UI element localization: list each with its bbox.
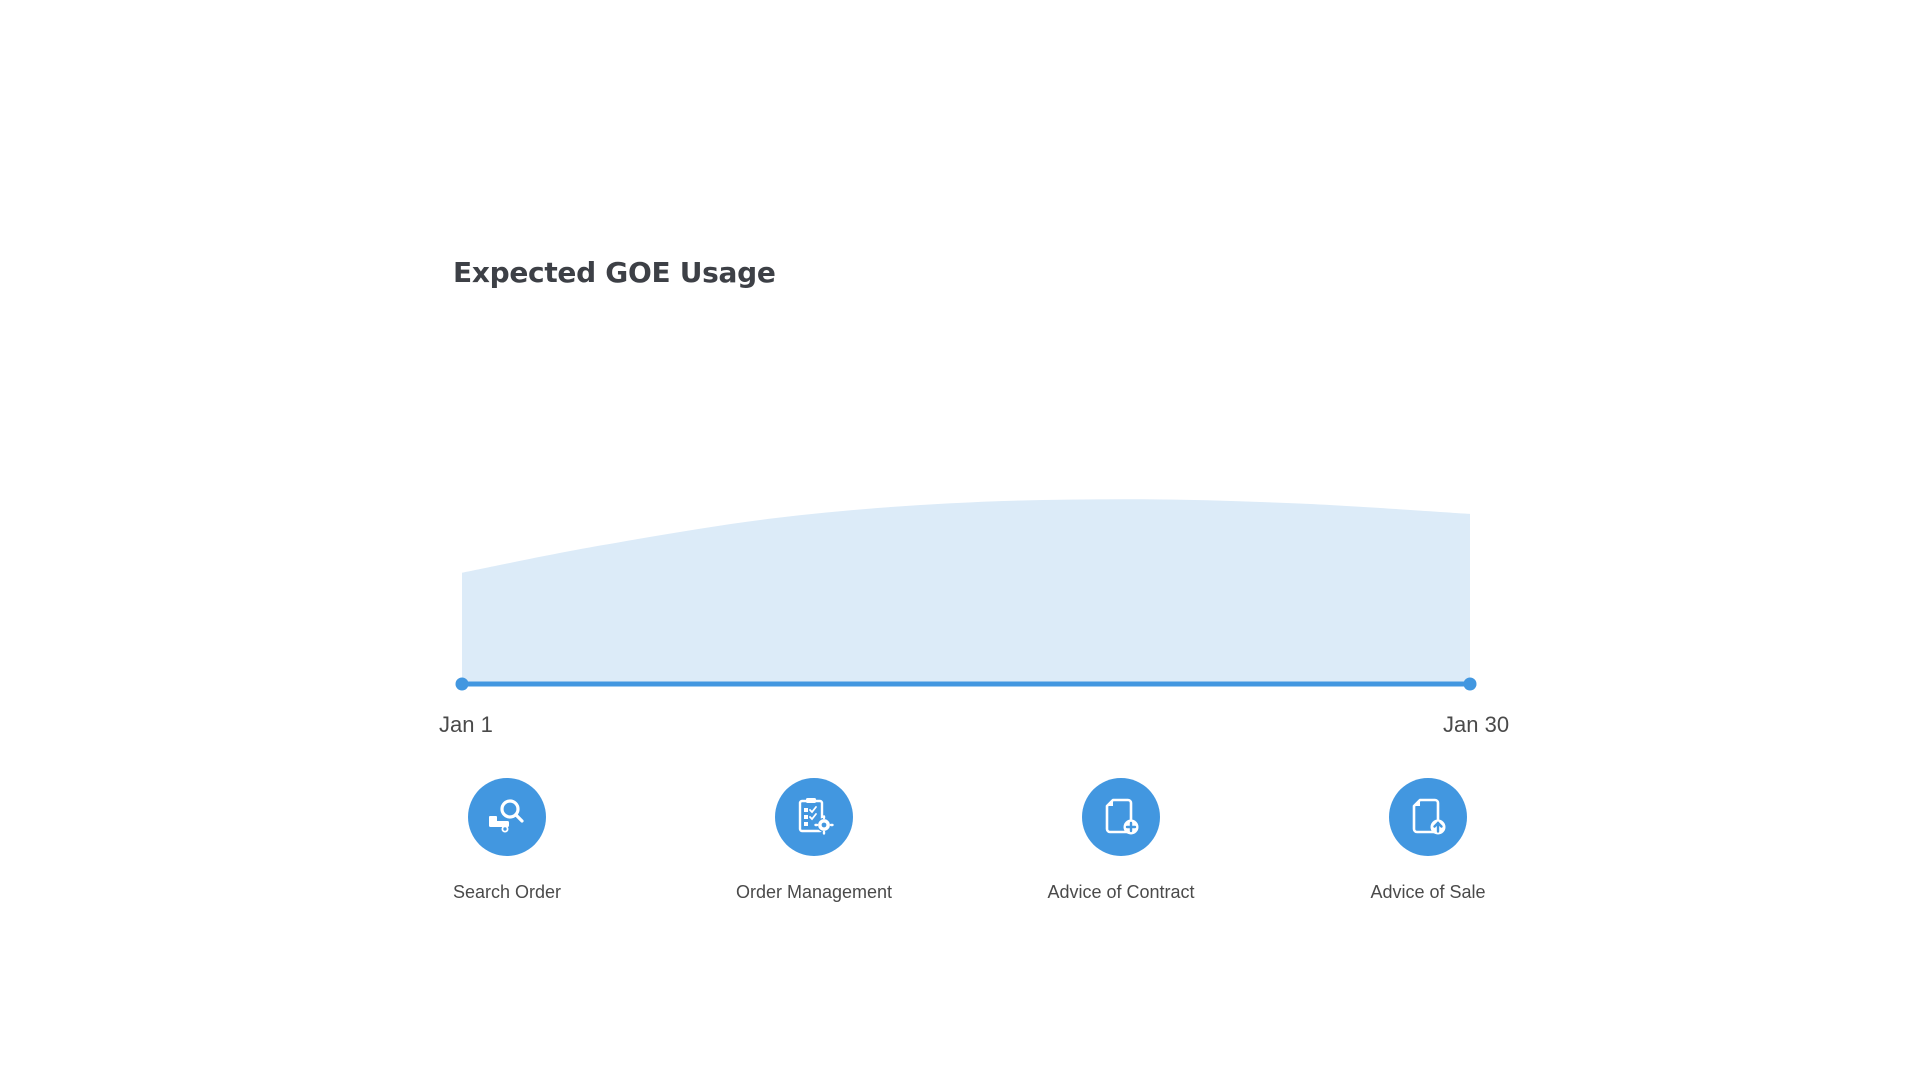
search-order-button[interactable]: [468, 778, 546, 856]
feature-order-management[interactable]: Order Management: [664, 778, 964, 903]
x-start-label: Jan 1: [439, 712, 493, 737]
x-end-label: Jan 30: [1443, 712, 1510, 737]
feature-label: Order Management: [735, 882, 893, 902]
search-order-icon: [489, 799, 524, 833]
feature-label: Search Order: [452, 882, 562, 902]
feature-label: Advice of Contract: [1047, 882, 1195, 902]
advice-of-contract-button[interactable]: [1082, 778, 1160, 856]
usage-area: [462, 499, 1470, 684]
feature-advice-of-sale[interactable]: Advice of Sale: [1278, 778, 1578, 903]
timeline-start-marker: [455, 677, 469, 691]
feature-advice-of-contract[interactable]: Advice of Contract: [971, 778, 1271, 903]
advice-of-sale-icon: [1412, 798, 1446, 835]
feature-label: Advice of Sale: [1370, 882, 1486, 902]
order-management-icon: [798, 798, 834, 835]
order-management-button[interactable]: [775, 778, 853, 856]
advice-of-contract-icon: [1105, 798, 1139, 835]
feature-search-order[interactable]: Search Order: [357, 778, 657, 903]
timeline-end-marker: [1463, 677, 1477, 691]
page-title: Expected GOE Usage: [453, 256, 776, 289]
advice-of-sale-button[interactable]: [1389, 778, 1467, 856]
